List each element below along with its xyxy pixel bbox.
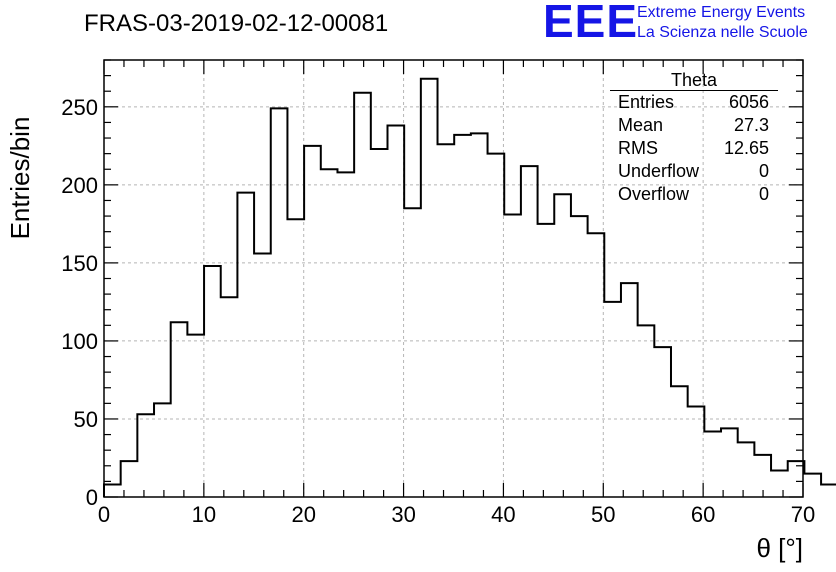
histogram-bin: [104, 485, 121, 497]
histogram-bin: [488, 154, 505, 497]
histogram-bin: [354, 93, 371, 497]
y-tick-label: 100: [61, 329, 98, 354]
y-tick-label: 0: [86, 485, 98, 510]
y-tick-label: 200: [61, 173, 98, 198]
stats-value: 27.3: [733, 115, 769, 135]
histogram-outline: [103, 77, 836, 497]
histogram-bin: [654, 347, 671, 497]
histogram-bin: [771, 470, 788, 497]
histogram-bin: [504, 215, 521, 497]
stats-label: Entries: [618, 92, 675, 112]
histogram-bin: [521, 166, 538, 497]
stats-value: 6056: [728, 92, 769, 112]
stats-value: 0: [758, 161, 769, 181]
histogram-bin: [254, 254, 271, 497]
x-tick-label: 30: [391, 502, 415, 527]
histogram-bin: [471, 133, 488, 497]
histogram-bin: [154, 403, 171, 497]
x-tick-labels: 0 10 20 30 40 50 60 70: [98, 502, 815, 527]
histogram-bin: [554, 194, 571, 497]
logo-line-1: Extreme Energy Events: [637, 4, 806, 21]
stats-value: 12.65: [723, 138, 769, 158]
y-tick-label: 50: [74, 407, 98, 432]
y-tick-label: 250: [61, 95, 98, 120]
histogram-bin: [121, 461, 138, 497]
stats-row-underflow: Underflow 0: [610, 160, 778, 183]
y-tick-label: 150: [61, 251, 98, 276]
histogram-bin: [571, 216, 588, 497]
histogram-bin: [788, 461, 805, 497]
histogram-bin: [688, 406, 705, 497]
stats-box: Theta Entries 6056 Mean 27.3 RMS 12.65 U…: [610, 70, 778, 206]
histogram-bin: [137, 414, 154, 497]
logo-mark: EEE: [543, 0, 639, 47]
histogram-bin: [387, 126, 404, 497]
histogram-bin: [271, 108, 288, 497]
histogram-bin: [704, 431, 721, 497]
stats-row-rms: RMS 12.65: [610, 137, 778, 160]
histogram-bin: [171, 322, 188, 497]
x-tick-label: 20: [291, 502, 315, 527]
y-tick-labels: 0 50 100 150 200 250: [61, 95, 98, 510]
histogram-bin: [621, 283, 638, 497]
stats-row-overflow: Overflow 0: [610, 183, 778, 206]
x-tick-label: 0: [98, 502, 110, 527]
x-axis-title: θ [°]: [756, 533, 803, 563]
histogram-bin: [671, 386, 688, 497]
histogram-bin: [337, 172, 354, 497]
x-tick-label: 60: [691, 502, 715, 527]
logo-line-2: La Scienza nelle Scuole: [637, 24, 808, 41]
x-tick-label: 70: [791, 502, 815, 527]
stats-row-entries: Entries 6056: [610, 91, 778, 114]
histogram-bin: [321, 169, 338, 497]
histogram-bin: [237, 193, 254, 497]
eee-logo: EEE Extreme Energy Events La Scienza nel…: [543, 0, 833, 47]
chart-title: FRAS-03-2019-02-12-00081: [84, 10, 389, 37]
histogram-bin: [604, 302, 621, 497]
histogram-bin: [287, 219, 304, 497]
stats-label: Underflow: [618, 161, 700, 181]
histogram-bin: [821, 485, 836, 497]
histogram-bin: [304, 146, 321, 497]
histogram-bin: [371, 149, 388, 497]
histogram-bin: [438, 144, 455, 497]
histogram-bin: [454, 135, 471, 497]
axis-ticks: [103, 59, 804, 498]
stats-label: Overflow: [618, 184, 690, 204]
x-tick-label: 50: [591, 502, 615, 527]
histogram-bin: [421, 79, 438, 497]
histogram-bin: [221, 297, 238, 497]
histogram-bin: [804, 474, 821, 497]
stats-label: Mean: [618, 115, 664, 135]
histogram-bin: [588, 233, 605, 497]
histogram-bin: [538, 224, 555, 497]
x-tick-label: 10: [192, 502, 216, 527]
histogram-bin: [721, 428, 738, 497]
stats-label: RMS: [618, 138, 658, 158]
stats-row-mean: Mean 27.3: [610, 114, 778, 137]
histogram-bin: [187, 335, 204, 497]
histogram-series: [103, 77, 836, 497]
stats-title: Theta: [610, 70, 778, 91]
histogram-bin: [404, 208, 421, 497]
stats-value: 0: [758, 184, 769, 204]
histogram-bin: [204, 266, 221, 497]
histogram-bin: [638, 325, 655, 497]
y-axis-title: Entries/bin: [5, 117, 35, 240]
x-tick-label: 40: [491, 502, 515, 527]
histogram-bin: [738, 442, 755, 497]
